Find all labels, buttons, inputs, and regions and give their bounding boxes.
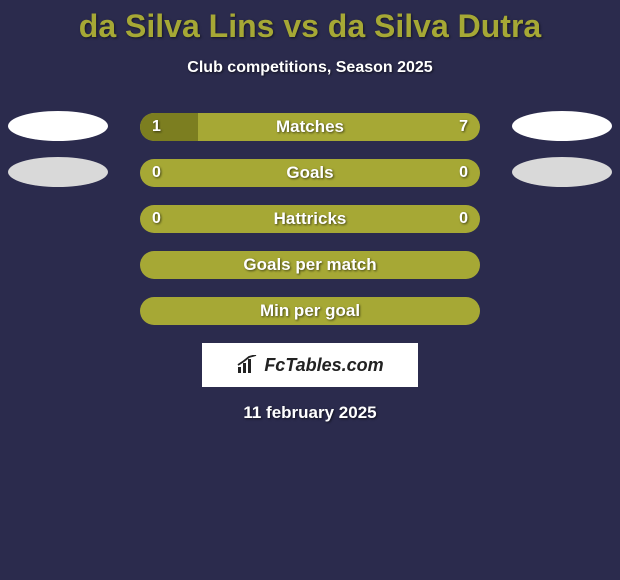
stat-label: Min per goal: [140, 297, 480, 325]
stat-bar: 00Goals: [140, 159, 480, 187]
stat-row: 00Goals: [0, 159, 620, 187]
stat-row: Min per goal: [0, 297, 620, 325]
stat-bar: Goals per match: [140, 251, 480, 279]
brand-text: FcTables.com: [264, 355, 383, 376]
player-avatar-right: [512, 157, 612, 187]
brand-badge: FcTables.com: [202, 343, 418, 387]
stat-bar: Min per goal: [140, 297, 480, 325]
page-subtitle: Club competitions, Season 2025: [0, 59, 620, 77]
stat-row: 17Matches: [0, 113, 620, 141]
stat-bar: 17Matches: [140, 113, 480, 141]
stat-rows: 17Matches 00Goals 00Hattricks Goals per mat…: [0, 113, 620, 325]
stat-label: Matches: [140, 113, 480, 141]
stat-row: 00Hattricks: [0, 205, 620, 233]
stat-row: Goals per match: [0, 251, 620, 279]
chart-icon: [236, 355, 260, 375]
page-title: da Silva Lins vs da Silva Dutra: [0, 0, 620, 45]
player-avatar-right: [512, 111, 612, 141]
player-avatar-left: [8, 157, 108, 187]
stat-label: Goals per match: [140, 251, 480, 279]
stat-bar: 00Hattricks: [140, 205, 480, 233]
stat-label: Hattricks: [140, 205, 480, 233]
footer-date: 11 february 2025: [0, 403, 620, 423]
stat-label: Goals: [140, 159, 480, 187]
player-avatar-left: [8, 111, 108, 141]
